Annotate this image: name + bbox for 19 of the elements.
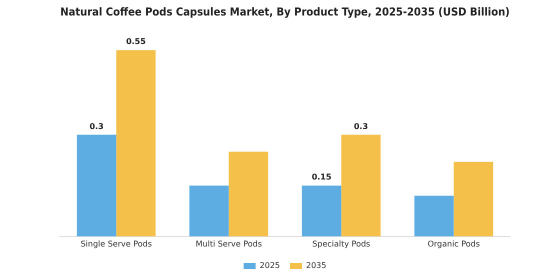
x-tick-label: Single Serve Pods	[80, 239, 152, 248]
bar	[189, 186, 229, 236]
x-tick-label: Specialty Pods	[312, 239, 370, 248]
bar	[341, 134, 381, 236]
data-label: 0.3	[354, 122, 368, 131]
bar	[228, 152, 268, 236]
data-label: 0.55	[126, 37, 146, 46]
x-tick-label: Organic Pods	[428, 239, 480, 248]
x-tick-label: Multi Serve Pods	[196, 239, 262, 248]
bar	[116, 50, 156, 236]
bar	[414, 196, 454, 236]
legend-label: 2035	[306, 261, 326, 270]
bar	[454, 162, 494, 236]
data-label: 0.15	[312, 172, 332, 182]
chart-title: Natural Coffee Pods Capsules Market, By Product Type, 2025-2035 (USD Billion)	[60, 6, 510, 19]
bar	[302, 186, 342, 236]
data-label: 0.3	[89, 122, 104, 131]
legend-label: 2025	[260, 261, 280, 270]
bar	[76, 134, 116, 236]
